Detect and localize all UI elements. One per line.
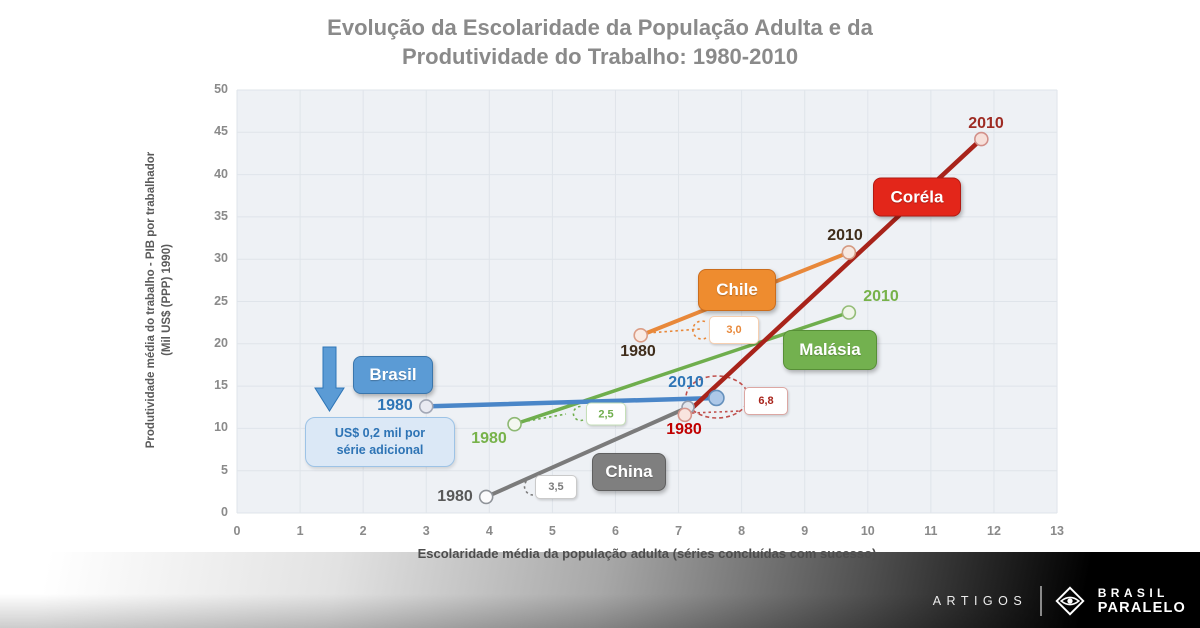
brand-line-brasil: BRASIL (1097, 585, 1169, 600)
brasil-note-callout: US$ 0,2 mil por série adicional (305, 417, 455, 467)
chart-title-line1: Evolução da Escolaridade da População Ad… (327, 15, 873, 40)
y-axis-label: Produtividade média do trabalho - PIB po… (143, 80, 177, 520)
slope-callout-malasia: 2,5 (586, 402, 626, 426)
year-label-china-1980: 1980 (437, 488, 473, 505)
slope-callout-corela: 6,8 (744, 387, 788, 415)
year-label-brasil-2010: 2010 (668, 374, 704, 391)
series-label-china: China (592, 453, 666, 491)
year-label-chile-2010: 2010 (827, 227, 863, 244)
footer-brand-bar: ARTIGOS BRASIL PARALELO (933, 583, 1186, 619)
brand-line-paralelo: PARALELO (1097, 599, 1186, 616)
year-label-chile-1980: 1980 (620, 343, 656, 360)
brasil-note-line2: série adicional (336, 443, 424, 457)
brand-wordmark: BRASIL PARALELO (1098, 587, 1186, 616)
year-label-malasia-2010: 2010 (863, 288, 899, 305)
brasil-note-line1: US$ 0,2 mil por (334, 426, 426, 440)
slope-callout-chile: 3,0 (709, 316, 759, 344)
series-label-malasia: Malásia (783, 330, 877, 370)
y-axis-label-line2: (Mil US$ (PPP) 1990) (161, 244, 173, 356)
x-axis-label: Escolaridade média da população adulta (… (417, 546, 877, 561)
chart-title: Evolução da Escolaridade da População Ad… (0, 13, 1200, 71)
series-label-chile: Chile (698, 269, 776, 311)
y-axis-label-line1: Produtividade média do trabalho - PIB po… (145, 151, 157, 449)
artigos-label: ARTIGOS (932, 594, 1028, 608)
bottom-gradient-band (0, 552, 1200, 628)
brasil-paralelo-logo-icon (1055, 586, 1085, 616)
footer-divider (1040, 586, 1042, 616)
year-label-brasil-1980: 1980 (377, 397, 413, 414)
series-label-corela: Coréla (873, 177, 961, 217)
year-label-corela-2010: 2010 (968, 115, 1004, 132)
year-label-corela-1980: 1980 (666, 421, 702, 438)
year-label-malasia-1980: 1980 (471, 430, 507, 447)
chart-title-line2: Produtividade do Trabalho: 1980-2010 (401, 44, 799, 69)
series-label-brasil: Brasil (353, 356, 433, 394)
slope-callout-china: 3,5 (535, 475, 577, 499)
